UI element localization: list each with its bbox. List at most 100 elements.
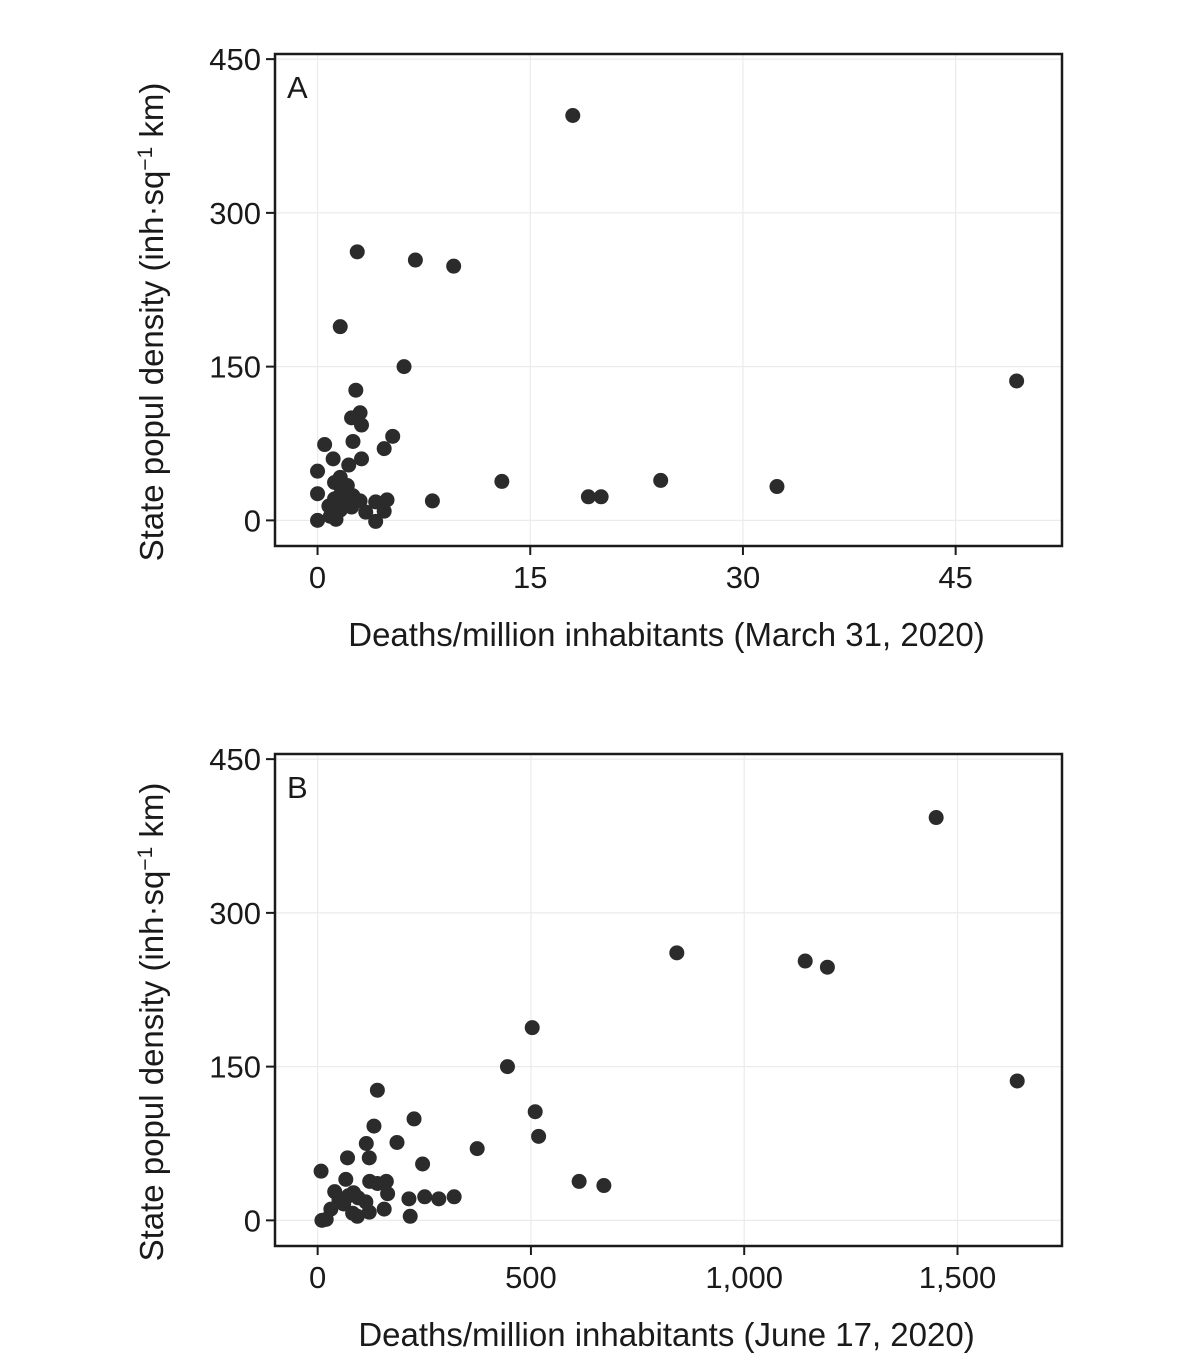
y-tick-label: 150 xyxy=(209,350,261,385)
data-point xyxy=(361,1204,377,1220)
data-point xyxy=(431,1191,447,1207)
y-tick-label: 0 xyxy=(244,1203,261,1238)
data-point xyxy=(531,1128,547,1144)
data-points xyxy=(313,810,1025,1228)
data-point xyxy=(325,451,341,467)
data-point xyxy=(524,1020,540,1036)
data-point xyxy=(332,319,348,335)
data-point xyxy=(653,472,669,488)
grid-lines xyxy=(275,754,1062,1246)
data-point xyxy=(494,473,510,489)
x-tick-label: 15 xyxy=(513,560,547,595)
y-tick-label: 150 xyxy=(209,1050,261,1085)
y-tick-label: 450 xyxy=(209,42,261,77)
data-point xyxy=(406,1111,422,1127)
panel-label: A xyxy=(287,70,308,105)
x-ticks: 0 500 1,000 1,500 xyxy=(309,1246,996,1295)
x-tick-label: 30 xyxy=(726,560,760,595)
y-axis-title-end: km) xyxy=(133,83,170,147)
data-point xyxy=(358,1136,374,1151)
data-point xyxy=(385,428,401,444)
x-tick-label: 45 xyxy=(938,560,972,595)
data-point xyxy=(596,1178,612,1194)
data-point xyxy=(669,945,685,961)
y-tick-label: 300 xyxy=(209,196,261,231)
data-point xyxy=(336,1196,352,1212)
x-tick-label: 1,500 xyxy=(919,1260,997,1295)
data-point xyxy=(376,441,392,457)
panel-b: 0 500 1,000 1,500 0 150 300 450 B Deaths/milli… xyxy=(133,742,1064,1353)
data-point xyxy=(369,1175,385,1191)
y-axis-title-main: State popul density (inh·sq xyxy=(133,171,170,562)
panel-label: B xyxy=(287,770,308,805)
data-point xyxy=(379,492,395,508)
x-ticks: 0 15 30 45 xyxy=(309,546,973,595)
x-axis-title: Deaths/million inhabitants (June 17, 202… xyxy=(358,1316,974,1353)
data-point xyxy=(769,479,785,495)
data-point xyxy=(593,489,609,505)
data-point xyxy=(580,489,596,505)
y-axis-title-superscript: −1 xyxy=(134,147,157,171)
data-point xyxy=(358,504,374,520)
data-point xyxy=(499,1059,515,1075)
data-point xyxy=(328,511,344,527)
data-point xyxy=(313,1163,329,1179)
x-tick-label: 0 xyxy=(309,1260,326,1295)
data-point xyxy=(341,457,357,473)
x-tick-label: 500 xyxy=(505,1260,557,1295)
data-point xyxy=(310,463,326,479)
data-point xyxy=(317,437,333,453)
data-point xyxy=(310,486,326,502)
data-point xyxy=(327,474,343,490)
data-point xyxy=(396,359,412,375)
x-tick-label: 1,000 xyxy=(705,1260,783,1295)
data-point xyxy=(401,1191,417,1207)
data-point xyxy=(389,1134,405,1150)
y-axis-title: State popul density (inh·sq−1 km) xyxy=(133,83,170,562)
data-point xyxy=(565,108,581,123)
data-point xyxy=(446,258,462,274)
data-point xyxy=(407,252,423,268)
y-ticks: 0 150 300 450 xyxy=(209,742,275,1238)
x-axis-title: Deaths/million inhabitants (March 31, 20… xyxy=(348,616,985,653)
data-point xyxy=(368,513,384,529)
y-axis-title-end: km) xyxy=(133,783,170,847)
grid-lines xyxy=(275,54,1062,546)
data-point xyxy=(345,433,361,449)
data-point xyxy=(310,512,326,528)
data-point xyxy=(1009,1073,1025,1089)
data-point xyxy=(417,1189,433,1205)
data-point xyxy=(369,1082,385,1098)
data-point xyxy=(415,1156,431,1172)
plot-frame xyxy=(273,52,1064,548)
data-point xyxy=(340,1150,356,1166)
y-axis-title-main: State popul density (inh·sq xyxy=(133,871,170,1262)
data-point xyxy=(338,1171,354,1187)
data-point xyxy=(349,1208,365,1224)
data-point xyxy=(361,1150,377,1166)
plot-frame xyxy=(273,752,1064,1248)
y-tick-label: 0 xyxy=(244,503,261,538)
data-point xyxy=(797,953,813,969)
data-point xyxy=(928,810,944,826)
data-point xyxy=(571,1173,587,1189)
data-point xyxy=(527,1104,543,1120)
data-point xyxy=(469,1141,485,1157)
data-point xyxy=(344,499,360,515)
y-axis-title: State popul density (inh·sq−1 km) xyxy=(133,783,170,1262)
y-tick-label: 300 xyxy=(209,896,261,931)
data-point xyxy=(446,1189,462,1205)
data-point xyxy=(376,1201,392,1217)
data-point xyxy=(819,959,835,975)
data-point xyxy=(348,382,364,398)
data-point xyxy=(349,244,365,260)
data-point xyxy=(380,1186,396,1202)
data-point xyxy=(376,503,392,519)
y-tick-label: 450 xyxy=(209,742,261,777)
data-point xyxy=(366,1118,382,1134)
data-point xyxy=(424,493,440,509)
data-point xyxy=(353,417,369,433)
data-point xyxy=(1009,373,1025,389)
data-point xyxy=(353,451,369,467)
